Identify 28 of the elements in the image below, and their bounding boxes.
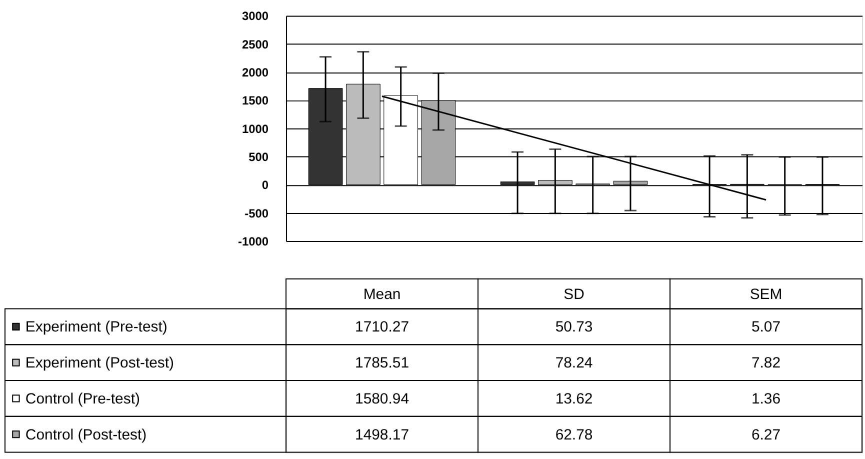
y-tick-label: 2500 [242,37,269,52]
x-tick-label: SEM [750,286,782,303]
y-tick-label: 0 [262,178,269,192]
legend-label: Experiment (Pre-test) [25,318,168,336]
data-label: 1785.51 [355,354,410,372]
y-tick-label: 500 [248,150,269,164]
y-tick-label: 1500 [242,94,269,108]
legend-label: Control (Pre-test) [25,390,140,408]
data-label: 6.27 [751,426,781,444]
data-label: 1710.27 [355,318,410,336]
y-tick-label: -1000 [238,234,269,248]
data-label: 1498.17 [355,426,410,444]
y-tick-label: -500 [244,206,269,220]
y-tick-label: 3000 [242,9,269,24]
data-label: 1.36 [751,390,781,408]
data-label: 7.82 [751,354,781,372]
data-label: 1580.94 [355,390,410,408]
data-label: 50.73 [555,318,593,336]
data-label: 78.24 [555,354,593,372]
y-tick-label: 1000 [242,122,269,136]
data-label: 13.62 [555,390,593,408]
data-label: 5.07 [751,318,781,336]
y-tick-label: 2000 [242,66,269,80]
legend-label: Control (Post-test) [25,426,147,444]
data-label: 62.78 [555,426,593,444]
legend-label: Experiment (Post-test) [25,354,174,372]
x-tick-label: Mean [363,286,401,303]
x-tick-label: SD [564,286,585,303]
